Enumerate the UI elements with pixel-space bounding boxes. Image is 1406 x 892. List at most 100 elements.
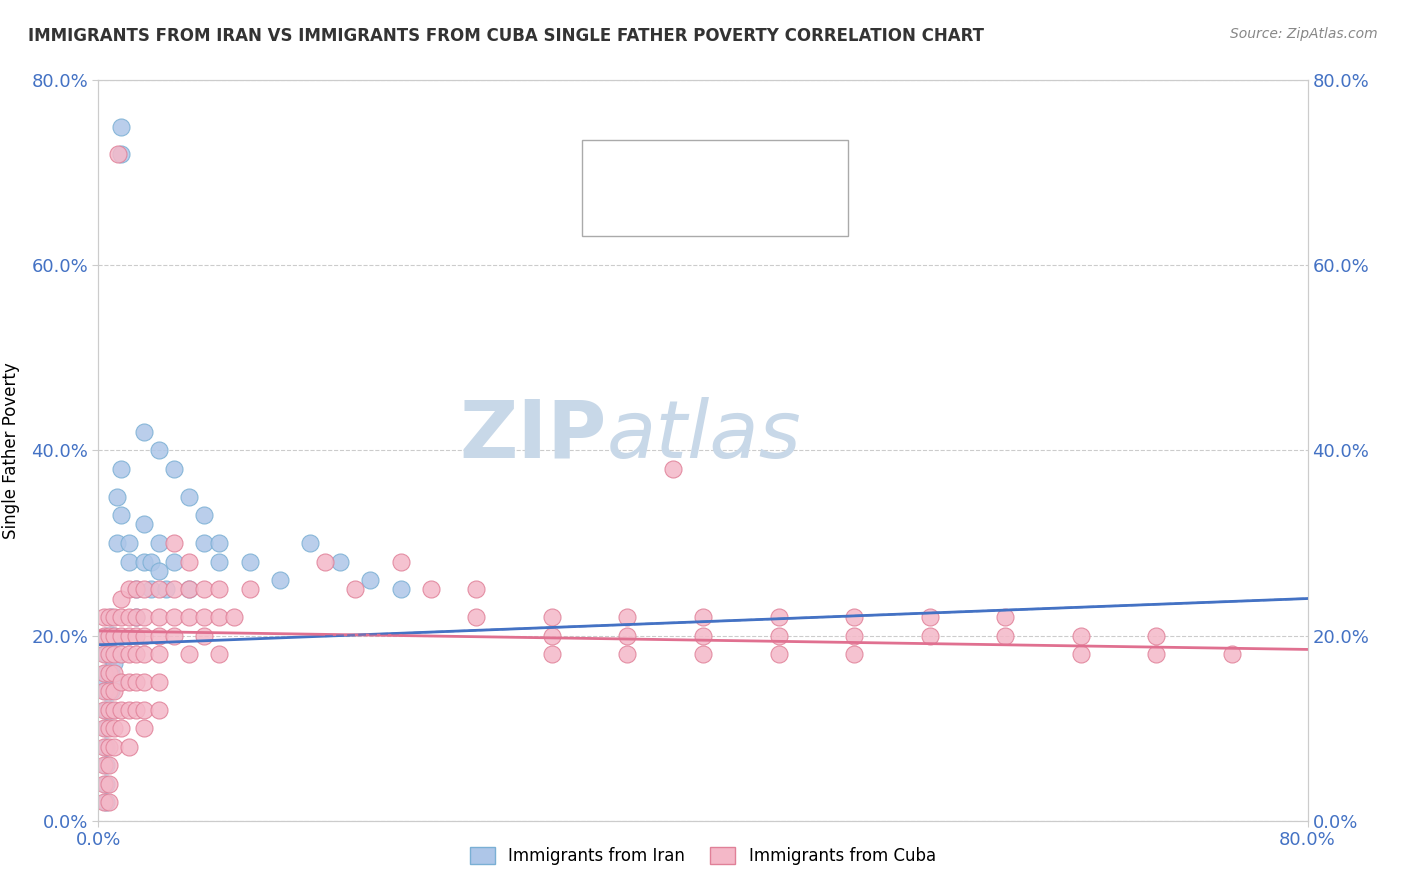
Point [193,536,215,550]
Point [118,703,141,717]
Point [110,120,132,134]
Point [692,628,714,642]
Point [132,517,155,532]
Point [94,776,117,791]
Point [329,554,352,569]
Point [93,610,115,624]
Point [100,628,122,642]
Point [93,739,115,754]
Point [132,425,155,439]
Point [148,564,170,578]
Legend: Immigrants from Iran, Immigrants from Cuba: Immigrants from Iran, Immigrants from Cu… [464,840,942,871]
Point [94,674,117,689]
Point [103,628,125,642]
Point [768,647,790,661]
Point [93,721,115,735]
Point [94,703,117,717]
Point [103,647,125,661]
Point [125,610,148,624]
Point [110,462,132,476]
Point [1144,647,1167,661]
Point [616,647,638,661]
Point [98,628,121,642]
Text: Source: ZipAtlas.com: Source: ZipAtlas.com [1230,27,1378,41]
Point [148,536,170,550]
Point [141,582,163,597]
Point [148,647,170,661]
Point [132,628,155,642]
Point [918,610,941,624]
Point [103,665,125,680]
Text: atlas: atlas [606,397,801,475]
Point [179,490,201,504]
Point [193,508,215,523]
Point [360,573,382,587]
Point [110,721,132,735]
Point [163,582,186,597]
Point [125,582,148,597]
Point [179,554,201,569]
Point [103,739,125,754]
Point [100,610,122,624]
Point [239,582,262,597]
Point [465,582,488,597]
Point [103,657,125,671]
Point [125,703,148,717]
Point [132,582,155,597]
Point [107,147,129,161]
Point [125,582,148,597]
Point [148,628,170,642]
Point [110,147,132,161]
Point [163,628,186,642]
Point [100,703,122,717]
Point [148,703,170,717]
Point [125,628,148,642]
Point [918,628,941,642]
Point [94,739,117,754]
Point [163,536,186,550]
Point [132,703,155,717]
Point [98,795,121,809]
Point [94,721,117,735]
Point [1144,628,1167,642]
Point [540,628,562,642]
Y-axis label: Single Father Poverty: Single Father Poverty [1,362,20,539]
Point [98,703,121,717]
Point [110,508,132,523]
Point [98,665,121,680]
Point [224,610,246,624]
Point [110,628,132,642]
Point [110,703,132,717]
Point [118,628,141,642]
Point [179,647,201,661]
Point [1070,647,1092,661]
Point [94,628,117,642]
Point [132,674,155,689]
Point [465,610,488,624]
Point [661,462,683,476]
Point [93,776,115,791]
Point [125,647,148,661]
Point [132,647,155,661]
Point [93,795,115,809]
Point [1070,628,1092,642]
Point [118,536,141,550]
Point [616,610,638,624]
Point [163,610,186,624]
Point [98,758,121,772]
Point [148,610,170,624]
Point [93,665,115,680]
Point [179,582,201,597]
Point [148,674,170,689]
Point [844,647,866,661]
Point [98,776,121,791]
Point [994,628,1017,642]
Point [540,610,562,624]
Point [141,554,163,569]
Point [163,554,186,569]
Point [100,647,122,661]
Point [616,628,638,642]
Point [148,443,170,458]
Point [179,610,201,624]
Point [103,628,125,642]
